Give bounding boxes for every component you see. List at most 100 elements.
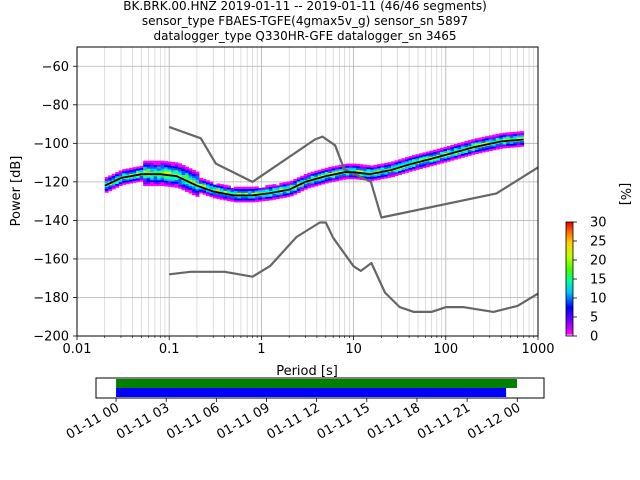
pdf-cell xyxy=(164,168,168,172)
pdf-cell xyxy=(411,158,416,162)
pdf-cell xyxy=(233,192,238,195)
pdf-cell xyxy=(446,151,451,154)
pdf-cell xyxy=(157,170,162,173)
pdf-cell xyxy=(321,178,326,181)
pdf-cell xyxy=(167,163,172,166)
pdf-cell xyxy=(188,170,193,173)
pdf-cell xyxy=(425,151,430,154)
pdf-cell xyxy=(237,192,242,195)
pdf-cell xyxy=(125,172,130,175)
pdf-cell xyxy=(146,174,151,177)
pdf-cell xyxy=(146,170,151,173)
pdf-cell xyxy=(247,188,252,191)
pdf-cell xyxy=(485,147,490,150)
pdf-cell xyxy=(237,190,242,193)
pdf-cell xyxy=(321,174,326,177)
pdf-cell xyxy=(282,185,287,189)
pdf-cell xyxy=(499,133,504,136)
colorbar-tick-label: 30 xyxy=(590,216,607,231)
pdf-cell xyxy=(279,186,284,189)
colorbar-tick-label: 15 xyxy=(590,273,607,288)
pdf-cell xyxy=(125,181,130,185)
pdf-cell xyxy=(331,166,336,169)
pdf-cell xyxy=(247,190,252,193)
pdf-cell xyxy=(453,145,458,149)
pdf-cell xyxy=(181,180,186,183)
pdf-cell xyxy=(275,193,280,196)
pdf-cell xyxy=(453,147,458,151)
pdf-cell xyxy=(310,185,315,188)
pdf-cell xyxy=(157,181,162,185)
pdf-cell xyxy=(188,174,193,177)
pdf-cell xyxy=(118,172,123,175)
pdf-cell xyxy=(192,191,196,194)
pdf-cell xyxy=(446,159,451,162)
pdf-cell xyxy=(216,187,221,190)
pdf-cell xyxy=(153,162,158,165)
pdf-cell xyxy=(185,187,189,191)
y-tick-label: −180 xyxy=(33,291,69,306)
pdf-cell xyxy=(432,151,437,154)
pdf-cell xyxy=(429,162,434,165)
pdf-cell xyxy=(293,182,298,186)
pdf-cell xyxy=(443,150,448,153)
pdf-cell xyxy=(219,197,224,200)
pdf-cell xyxy=(356,167,361,170)
pdf-cell xyxy=(164,180,168,183)
pdf-cell xyxy=(157,178,162,181)
pdf-cell xyxy=(307,176,312,179)
pdf-cell xyxy=(457,156,462,159)
pdf-cell xyxy=(237,198,242,201)
pdf-cell xyxy=(380,163,385,166)
pdf-cell xyxy=(153,174,158,177)
pdf-cell xyxy=(171,163,175,167)
pdf-cell xyxy=(143,168,148,171)
pdf-cell xyxy=(233,200,238,203)
pdf-cell xyxy=(192,181,196,184)
pdf-cell xyxy=(223,194,228,197)
pdf-cell xyxy=(209,187,214,190)
pdf-cell xyxy=(436,148,441,151)
pdf-cell xyxy=(321,170,326,173)
pdf-cell xyxy=(226,187,231,190)
pdf-cell xyxy=(338,178,343,181)
pdf-cell xyxy=(506,132,511,135)
pdf-cell xyxy=(146,160,151,163)
pdf-cell xyxy=(240,186,245,189)
pdf-cell xyxy=(314,176,319,179)
pdf-cell xyxy=(363,166,368,169)
pdf-cell xyxy=(164,176,168,179)
pdf-cell xyxy=(384,176,388,179)
pdf-cell xyxy=(499,142,504,146)
pdf-cell xyxy=(471,144,476,148)
pdf-cell xyxy=(216,196,221,200)
pdf-cell xyxy=(174,181,179,184)
pdf-cell xyxy=(150,166,155,169)
pdf-cell xyxy=(209,193,214,196)
pdf-cell xyxy=(432,163,437,166)
pdf-cell xyxy=(289,188,294,191)
pdf-cell xyxy=(513,131,518,134)
x-tick-label: 100 xyxy=(433,342,458,357)
mean-psd-line xyxy=(104,138,524,197)
pdf-cell xyxy=(272,184,277,187)
pdf-cell xyxy=(460,145,465,149)
pdf-cell xyxy=(415,158,420,161)
timeline-tick-label: 01-11 21 xyxy=(415,400,473,442)
pdf-cell xyxy=(418,166,423,170)
pdf-cell xyxy=(188,187,193,190)
pdf-cell xyxy=(474,140,479,143)
pdf-cell xyxy=(240,198,245,201)
pdf-cell xyxy=(258,197,263,200)
pdf-cell xyxy=(411,160,416,164)
pdf-cell xyxy=(300,175,305,178)
pdf-cell xyxy=(160,164,165,167)
pdf-cell xyxy=(289,184,294,187)
pdf-cell xyxy=(471,139,476,142)
pdf-cell xyxy=(275,187,280,190)
pdf-cell xyxy=(499,135,504,138)
pdf-cell xyxy=(384,172,388,175)
pdf-cell xyxy=(303,179,308,182)
pdf-cell xyxy=(478,141,483,144)
pdf-cell xyxy=(195,192,200,195)
